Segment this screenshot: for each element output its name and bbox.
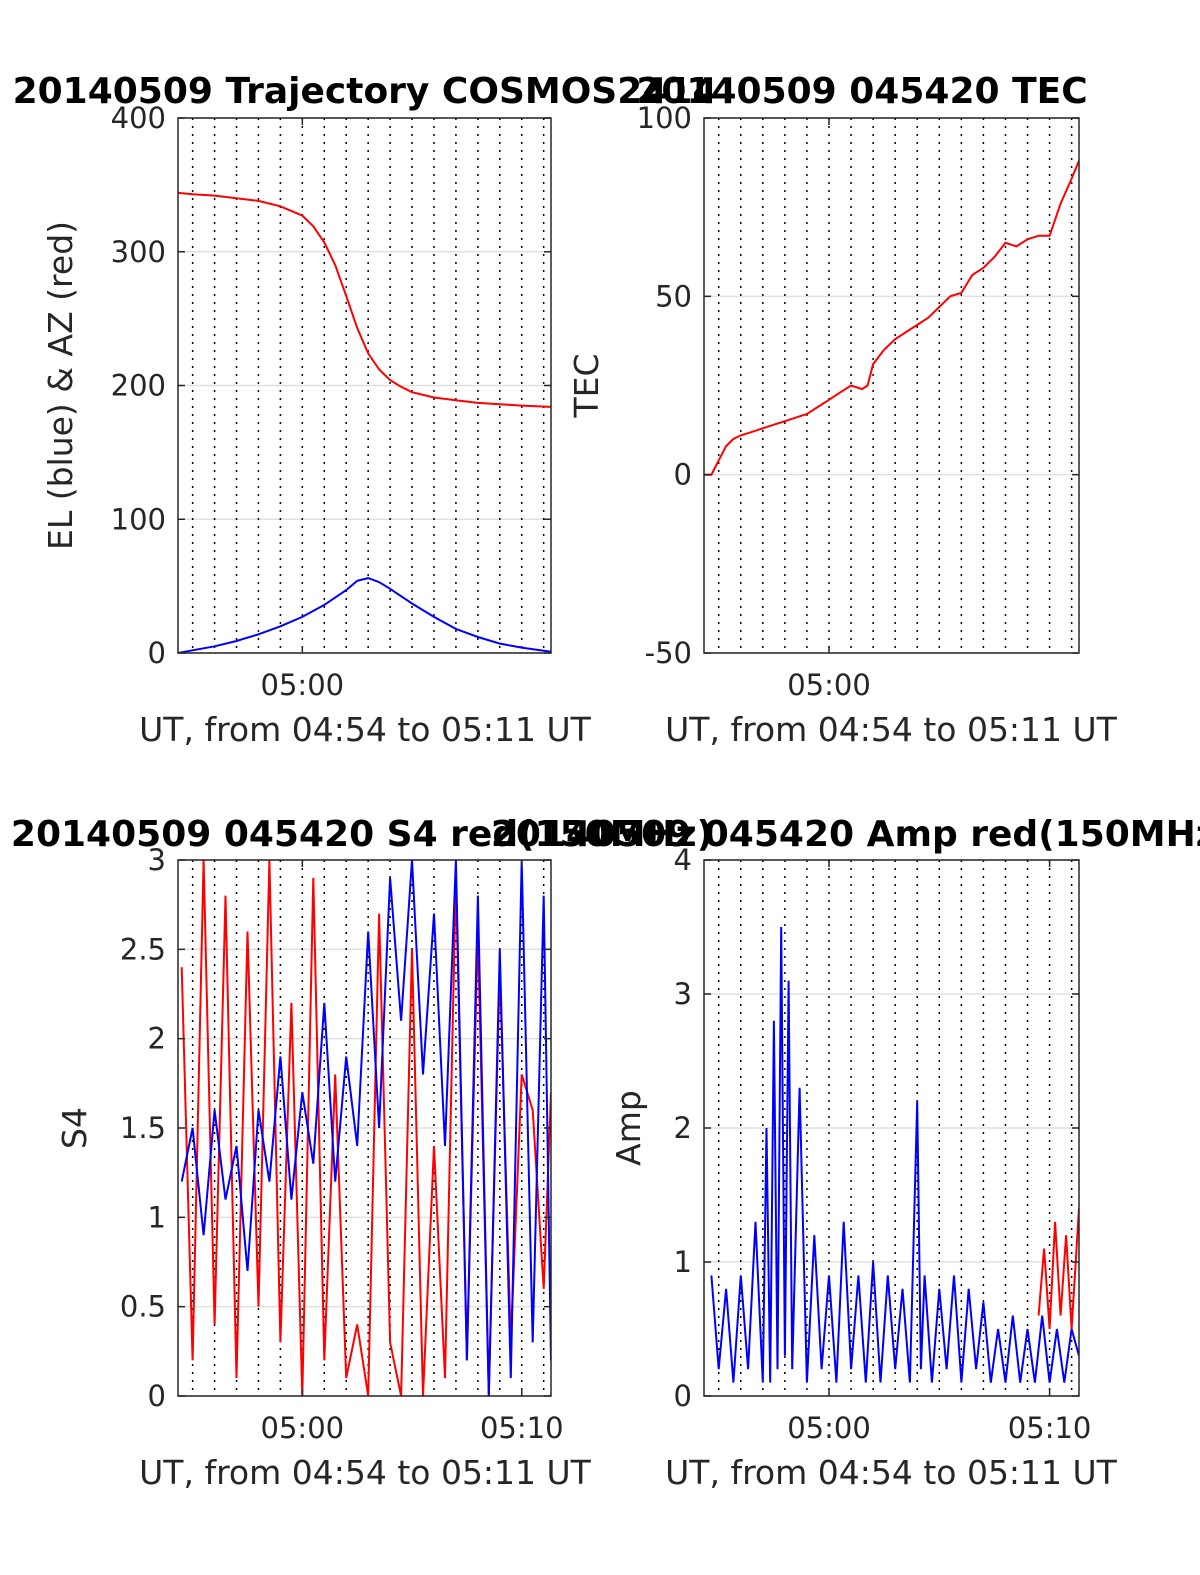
x-tick-label: 05:00 — [261, 1411, 345, 1445]
axes-box — [703, 117, 1080, 654]
amp-panel: 0 1 2 3 4 05:00 05:10 20140509 045420 Amp red(1… — [491, 814, 1200, 1492]
x-axis-label: UT, from 04:54 to 05:11 UT — [139, 710, 592, 749]
series-line-0 — [178, 191, 551, 408]
y-tick-label: 1 — [674, 1245, 692, 1279]
y-tick-label: 50 — [655, 279, 692, 313]
series-line-1 — [180, 860, 551, 1396]
y-tick-label: 1.5 — [120, 1111, 166, 1145]
series-line-1 — [710, 926, 1079, 1383]
y-tick-label: 2.5 — [120, 932, 166, 966]
x-tick-label: 05:00 — [261, 668, 345, 702]
y-axis-label: EL (blue) & AZ (red) — [41, 221, 80, 550]
trajectory-panel: 0 100 200 300 400 05:00 20140509 Trajectory CO… — [13, 71, 718, 749]
series-line-0 — [1037, 1208, 1079, 1330]
series-line-1 — [178, 577, 551, 653]
y-tick-label: 1 — [148, 1200, 166, 1234]
x-tick-label: 05:10 — [480, 1411, 564, 1445]
y-tick-label: 0 — [148, 1379, 166, 1413]
y-tick-label: 300 — [111, 235, 166, 269]
y-tick-label: 0 — [674, 458, 692, 492]
chart-title: 20140509 045420 S4 red(150MHz) — [11, 814, 713, 855]
y-tick-label: 3 — [674, 977, 692, 1011]
x-axis-label: UT, from 04:54 to 05:11 UT — [139, 1453, 592, 1492]
y-axis-label: S4 — [55, 1107, 94, 1149]
y-tick-label: 100 — [111, 502, 166, 536]
chart-title: 20140509 045420 Amp red(150MHz) — [491, 814, 1200, 855]
y-axis-label: TEC — [567, 353, 606, 418]
x-tick-label: 05:00 — [787, 1411, 871, 1445]
y-tick-label: 2 — [148, 1022, 166, 1056]
y-tick-label: 400 — [111, 101, 166, 135]
series-line-0 — [704, 160, 1079, 476]
chart-title: 20140509 Trajectory COSMOS2414 — [13, 71, 718, 112]
chart-title: 20140509 045420 TEC — [636, 71, 1087, 112]
x-axis-label: UT, from 04:54 to 05:11 UT — [665, 710, 1118, 749]
y-tick-label: 0 — [148, 636, 166, 670]
tec-panel: -50 0 50 100 05:00 20140509 045420 TEC UT, fro… — [567, 71, 1118, 749]
y-tick-label: 4 — [674, 843, 692, 877]
y-tick-label: 200 — [111, 369, 166, 403]
y-tick-label: 3 — [148, 843, 166, 877]
y-tick-label: 2 — [674, 1111, 692, 1145]
y-tick-label: 100 — [637, 101, 692, 135]
y-tick-label: -50 — [645, 636, 692, 670]
y-axis-label: Amp — [609, 1090, 648, 1166]
x-tick-label: 05:00 — [787, 668, 871, 702]
y-tick-label: 0 — [674, 1379, 692, 1413]
s4-panel: 0 0.5 1 1.5 2 2.5 3 05:00 05:10 20140509 045420 S… — [11, 814, 713, 1492]
x-axis-label: UT, from 04:54 to 05:11 UT — [665, 1453, 1118, 1492]
x-tick-label: 05:10 — [1008, 1411, 1092, 1445]
y-tick-label: 0.5 — [120, 1290, 166, 1324]
